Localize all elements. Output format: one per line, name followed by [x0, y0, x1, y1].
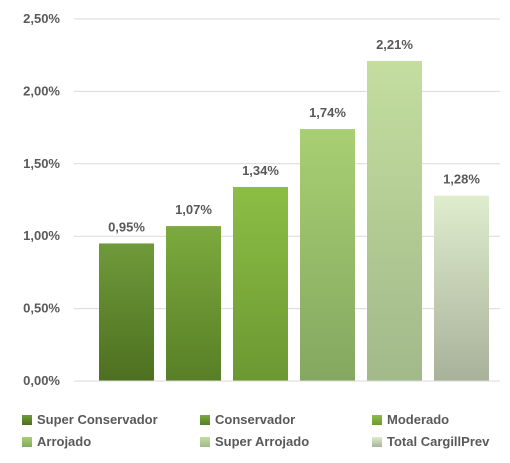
- y-tick-label: 1,00%: [23, 228, 60, 243]
- legend-label: Moderado: [387, 412, 450, 427]
- data-labels: 0,95% 1,07% 1,34% 1,74% 2,21% 1,28%: [108, 37, 480, 234]
- legend-swatch: [200, 436, 210, 447]
- legend-label: Arrojado: [37, 434, 92, 449]
- legend-label: Super Arrojado: [215, 434, 310, 449]
- data-label: 1,28%: [443, 172, 480, 187]
- legend-row-1: Super Conservador Conservador Moderado: [22, 412, 510, 434]
- legend-swatch: [372, 436, 382, 447]
- bar: [300, 129, 355, 381]
- y-tick-label: 2,50%: [23, 11, 60, 26]
- legend-item-super-arrojado: Super Arrojado: [200, 434, 309, 449]
- data-label: 1,07%: [175, 202, 212, 217]
- legend-swatch: [22, 436, 32, 447]
- legend-label: Total CargillPrev: [387, 434, 490, 449]
- y-tick-label: 2,00%: [23, 83, 60, 98]
- legend-swatch: [372, 414, 382, 425]
- bar-chart: 0,00% 0,50% 1,00% 1,50% 2,00% 2,50% 0,95% 1,07…: [23, 11, 500, 388]
- legend-item-moderado: Moderado: [372, 412, 449, 427]
- legend-item-arrojado: Arrojado: [22, 434, 91, 449]
- legend-label: Super Conservador: [37, 412, 158, 427]
- bar: [434, 195, 489, 381]
- bars: [99, 60, 489, 381]
- legend-item-super-conservador: Super Conservador: [22, 412, 158, 427]
- bar: [99, 243, 154, 381]
- bar: [166, 226, 221, 381]
- y-axis-tick-labels: 0,00% 0,50% 1,00% 1,50% 2,00% 2,50%: [23, 11, 60, 388]
- y-tick-label: 0,50%: [23, 301, 60, 316]
- bar: [367, 60, 422, 381]
- legend-item-total-cargillprev: Total CargillPrev: [372, 434, 489, 449]
- legend-row-2: Arrojado Super Arrojado Total CargillPre…: [22, 434, 510, 456]
- data-label: 1,74%: [309, 105, 346, 120]
- data-label: 2,21%: [376, 37, 413, 52]
- bar: [233, 186, 288, 381]
- legend: Super Conservador Conservador Moderado A…: [22, 412, 510, 456]
- y-tick-label: 1,50%: [23, 156, 60, 171]
- legend-label: Conservador: [215, 412, 296, 427]
- legend-item-conservador: Conservador: [200, 412, 295, 427]
- legend-swatch: [200, 414, 210, 425]
- y-tick-label: 0,00%: [23, 373, 60, 388]
- data-label: 1,34%: [242, 163, 279, 178]
- legend-swatch: [22, 414, 32, 425]
- data-label: 0,95%: [108, 219, 145, 234]
- gridlines: [74, 18, 500, 310]
